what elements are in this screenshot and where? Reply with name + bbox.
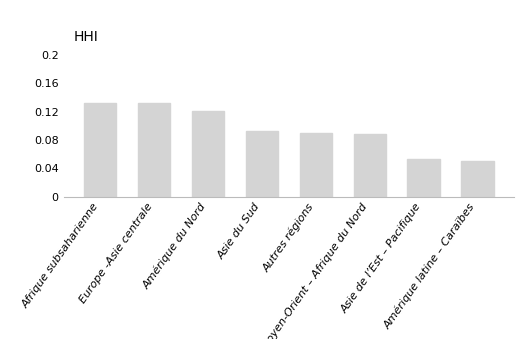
Bar — [138, 103, 170, 197]
Bar — [246, 132, 278, 197]
Bar — [408, 159, 440, 197]
Bar — [461, 161, 493, 197]
Bar — [84, 103, 117, 197]
Bar — [354, 134, 386, 197]
Text: HHI: HHI — [73, 30, 98, 44]
Bar — [299, 133, 332, 197]
Bar — [192, 111, 224, 197]
